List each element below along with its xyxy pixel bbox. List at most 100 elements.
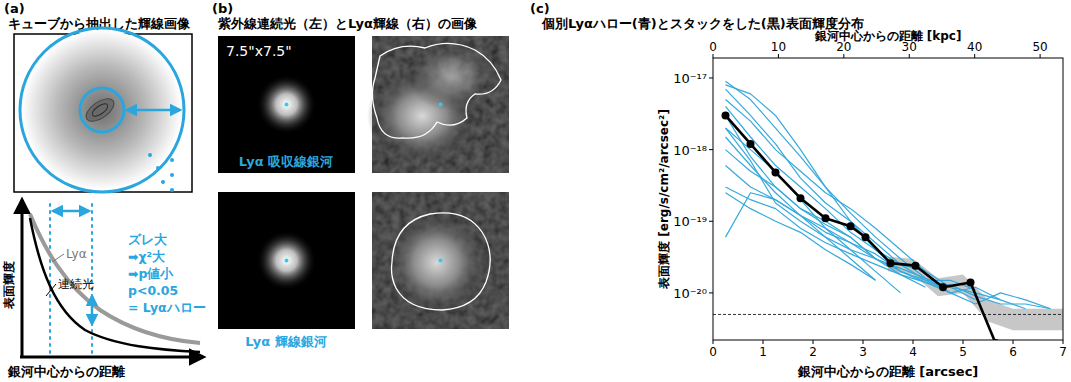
x-tick [713,340,714,344]
x2-tick [974,54,975,58]
panel-title: 紫外線連続光（左）とLyα輝線（右）の画像 [217,16,478,31]
guide-dot [161,180,165,184]
plot-area [713,81,1063,340]
x-tick [763,340,764,344]
x-tick [863,340,864,344]
uv-source [257,75,317,135]
image-tile [218,192,355,329]
noise [372,192,509,329]
lya-emission [407,41,497,111]
halo-image [22,30,182,190]
galaxy [82,94,117,125]
individual-profile [726,150,876,259]
stack-point [722,111,730,119]
y-tick-label: 10⁻¹⁷ [673,71,707,86]
offset-arrow [91,296,94,324]
x2-tick [909,54,910,58]
stack-point [967,278,975,286]
criterion-text: p<0.05 [128,283,178,298]
label-pointer [46,284,56,296]
figure: (a)キューブから抽出した輝線画像表面輝度銀河中心からの距離Lyα連続光ズレ大➡… [0,0,1071,382]
x-tick-label: 7 [1059,345,1067,359]
x2-axis-label: 銀河中心からの距離 [kpc] [814,29,962,43]
y-tick-label: 10⁻²⁰ [673,286,707,301]
inner-aperture [80,88,124,132]
stack-point [822,214,830,222]
x-tick-label: 0 [709,345,717,359]
x-tick [813,340,814,344]
individual-profile [726,166,901,272]
lya-curve [30,214,200,343]
x-tick-label: 5 [959,345,967,359]
plot-frame [713,58,1063,340]
panel-title: (b) [212,1,233,16]
threshold-line [713,314,1063,315]
x-tick-label: 2 [809,345,817,359]
y-tick [709,77,713,78]
outer-aperture [20,28,184,192]
individual-profile [726,81,951,293]
y-tick [709,292,713,293]
row-label: Lyα 吸収線銀河 [239,154,333,169]
x2-tick-label: 50 [1032,40,1047,54]
annulus-arrow [53,210,89,213]
x-tick-label: 3 [859,345,867,359]
individual-profile [726,128,901,293]
y-tick-label: 10⁻¹⁸ [673,143,707,158]
x-tick [913,340,914,344]
stack-point [772,168,780,176]
individual-profile [726,106,1026,308]
guide-dot [156,166,160,170]
stack-profile [726,115,996,340]
stack-point [747,140,755,148]
y-tick [709,149,713,150]
uv-source [257,231,317,291]
x2-tick [1040,54,1041,58]
y-axis-label: 表面輝度 [erg/s/cm²/arcsec²] [657,109,671,290]
x-tick-label: 1 [759,345,767,359]
guide-dot [170,188,174,192]
individual-profile [726,128,1001,300]
x2-tick-label: 0 [709,40,717,54]
criterion-text: ➡p値小 [128,266,174,281]
schematic-y-axis [21,200,24,357]
y-tick-label: 10⁻¹⁹ [673,214,707,229]
center-marker [439,103,443,107]
stack-point [847,222,855,230]
schematic-y-label: 表面輝度 [2,261,16,310]
individual-profile [726,187,1051,309]
individual-profile [726,100,926,272]
guide-dot [148,153,152,157]
x-tick [1063,340,1064,344]
individual-profile [726,89,976,300]
x-axis-label: 銀河中心からの距離 [arcsec] [797,364,979,379]
continuum-curve [30,218,200,352]
contour [372,43,501,138]
x2-tick-label: 10 [771,40,786,54]
individual-profile [726,137,1051,309]
x-tick [963,340,964,344]
aperture-guide [49,204,51,355]
individual-profile [726,85,976,290]
x-tick [1013,340,1014,344]
guide-dot [170,173,174,177]
criterion-text: ➡χ²大 [128,249,166,264]
lya-emission [385,211,489,315]
stack-point [887,259,895,267]
individual-profile [726,193,876,281]
x2-tick [843,54,844,58]
x2-tick-label: 40 [967,40,982,54]
x-tick-label: 4 [909,345,917,359]
schematic-x-label: 銀河中心からの距離 [7,364,125,379]
x2-tick [778,54,779,58]
stack-point [797,194,805,202]
y-tick [709,221,713,222]
x2-tick [713,54,714,58]
schematic-x-axis [20,356,203,359]
panel-title: (a) [4,1,25,16]
annulus-arrow [127,109,180,112]
row-label: Lyα 輝線銀河 [245,334,326,349]
stack-point [912,262,920,270]
contour [392,213,491,310]
image-tile [218,36,355,173]
